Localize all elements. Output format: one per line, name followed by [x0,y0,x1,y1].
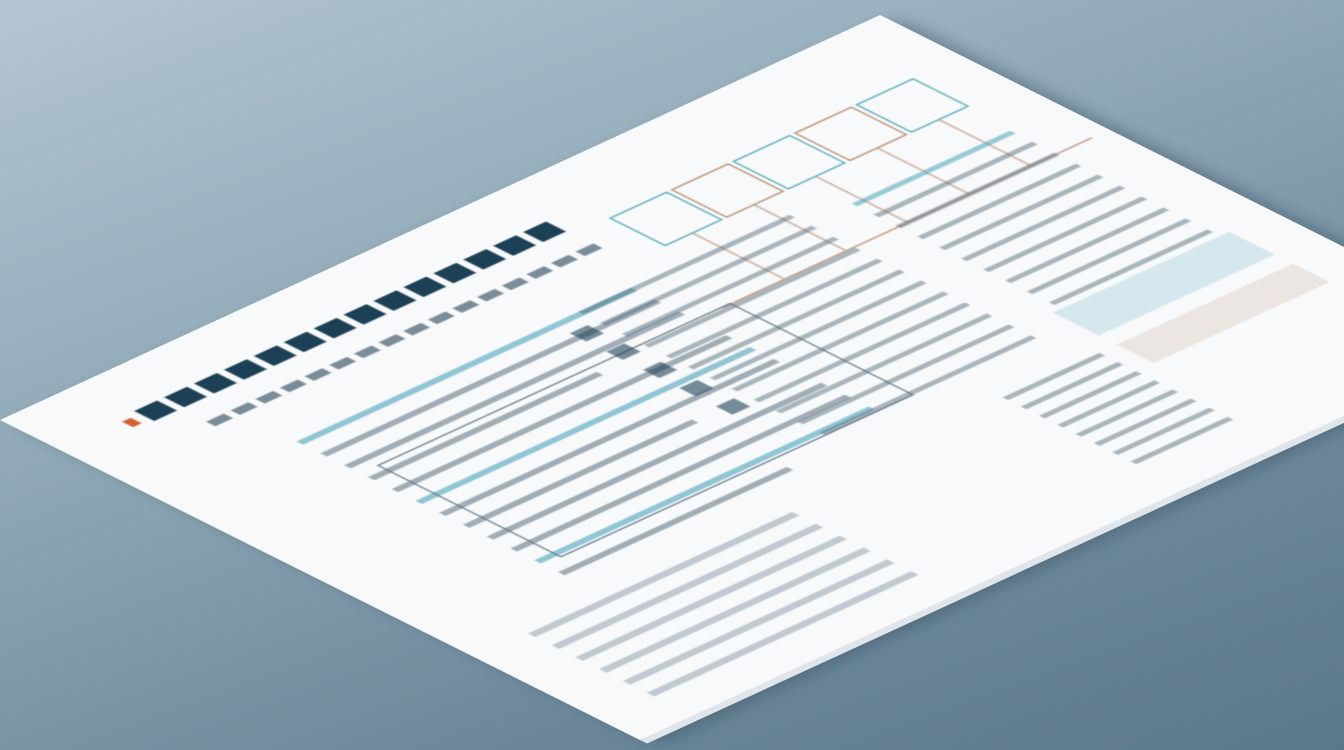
text-line [1112,407,1215,455]
text-line [534,406,875,564]
list-icon [679,379,714,397]
text-line [575,535,847,661]
text-line [1094,398,1197,446]
text-line [462,419,699,528]
subheading-glyph [575,243,603,257]
text-line [1130,416,1233,465]
heading-glyph [253,345,297,366]
text-line [510,394,852,552]
heading-glyph [343,304,387,325]
highlight-panel [1053,231,1275,336]
text-line [557,466,794,576]
subheading-glyph [378,334,406,347]
text-line [917,163,1082,240]
subheading-glyph [427,311,455,325]
diagram-connector [753,204,847,251]
text-line [961,185,1126,262]
list-icon [643,361,678,378]
text-line [344,311,685,469]
heading-glyph [163,386,207,408]
text-line [873,141,1038,218]
text-line [528,511,800,637]
text-line [983,196,1148,273]
text-line [391,335,733,493]
text-line [1027,218,1191,295]
text-line [1039,371,1142,419]
text-line [819,335,1037,436]
heading-glyph [283,331,327,353]
heading-glyph [522,221,566,243]
subheading-glyph [329,356,357,370]
heading-glyph [463,248,507,270]
list-icon [570,325,605,342]
text-line [439,358,780,517]
text-line [1005,207,1170,284]
heading-glyph [433,262,477,284]
text-line [687,269,905,370]
heading-glyph [403,276,447,298]
text-line [296,287,638,445]
diagram-box [855,78,970,133]
subheading-glyph [551,254,578,268]
subheading-glyph [206,413,233,427]
text-line [851,130,1016,207]
heading-glyph [373,290,417,311]
text-line [939,174,1104,251]
text-line [895,152,1060,229]
text-line [600,225,817,326]
text-line [709,280,927,381]
heading-glyph [134,400,178,422]
text-line [1020,361,1124,410]
subheading-glyph [255,390,283,404]
text-line [1075,389,1179,437]
document-sheet [0,14,1344,740]
text-line [731,291,949,392]
subheading-glyph [477,288,504,302]
text-line [621,236,839,337]
highlight-panel [1117,263,1330,364]
document-content [121,78,1330,697]
subheading-glyph [452,300,480,313]
text-line [775,313,993,414]
subheading-glyph [280,379,307,393]
heading-glyph [193,372,237,394]
text-line [646,571,919,697]
list-icon [716,398,751,415]
heading-glyph [223,359,267,380]
text-line [415,347,757,505]
text-line [599,547,871,673]
text-line [367,371,604,481]
text-line [797,324,1015,425]
text-line [1057,380,1160,428]
heading-glyph [493,235,537,256]
diagram-connector [691,232,785,280]
text-line [551,523,824,649]
subheading-glyph [526,266,554,279]
list-icon [606,343,641,360]
text-line [486,382,828,540]
text-line [623,559,895,685]
subheading-glyph [403,322,431,336]
text-line [643,247,861,348]
text-line [1049,229,1213,306]
subheading-glyph [230,402,258,415]
heading-marker [121,417,142,428]
heading-glyph [313,317,357,339]
text-line [1002,352,1105,401]
subheading-glyph [304,368,332,381]
subheading-glyph [353,345,381,359]
text-line [665,258,883,359]
text-line [578,214,795,315]
text-line [320,299,662,457]
subheading-glyph [501,277,529,291]
text-line [753,302,971,403]
